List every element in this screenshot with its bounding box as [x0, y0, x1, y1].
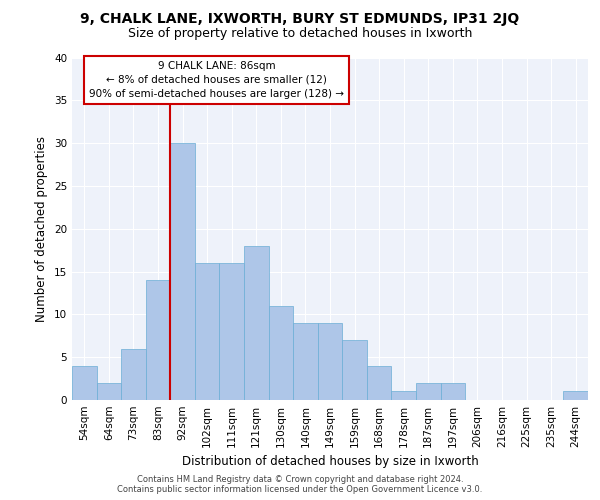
Bar: [146, 280, 170, 400]
Text: Size of property relative to detached houses in Ixworth: Size of property relative to detached ho…: [128, 28, 472, 40]
Bar: [170, 143, 195, 400]
Bar: [121, 348, 146, 400]
Bar: [269, 306, 293, 400]
Bar: [318, 323, 342, 400]
Bar: [72, 366, 97, 400]
Y-axis label: Number of detached properties: Number of detached properties: [35, 136, 49, 322]
Bar: [391, 392, 416, 400]
Bar: [97, 383, 121, 400]
Text: Contains HM Land Registry data © Crown copyright and database right 2024.: Contains HM Land Registry data © Crown c…: [137, 475, 463, 484]
Bar: [416, 383, 440, 400]
Text: 9, CHALK LANE, IXWORTH, BURY ST EDMUNDS, IP31 2JQ: 9, CHALK LANE, IXWORTH, BURY ST EDMUNDS,…: [80, 12, 520, 26]
Bar: [244, 246, 269, 400]
Bar: [440, 383, 465, 400]
Text: 9 CHALK LANE: 86sqm
← 8% of detached houses are smaller (12)
90% of semi-detache: 9 CHALK LANE: 86sqm ← 8% of detached hou…: [89, 61, 344, 99]
Bar: [195, 263, 220, 400]
Text: Contains public sector information licensed under the Open Government Licence v3: Contains public sector information licen…: [118, 485, 482, 494]
Bar: [342, 340, 367, 400]
Bar: [220, 263, 244, 400]
Bar: [367, 366, 391, 400]
Bar: [563, 392, 588, 400]
Bar: [293, 323, 318, 400]
X-axis label: Distribution of detached houses by size in Ixworth: Distribution of detached houses by size …: [182, 456, 478, 468]
